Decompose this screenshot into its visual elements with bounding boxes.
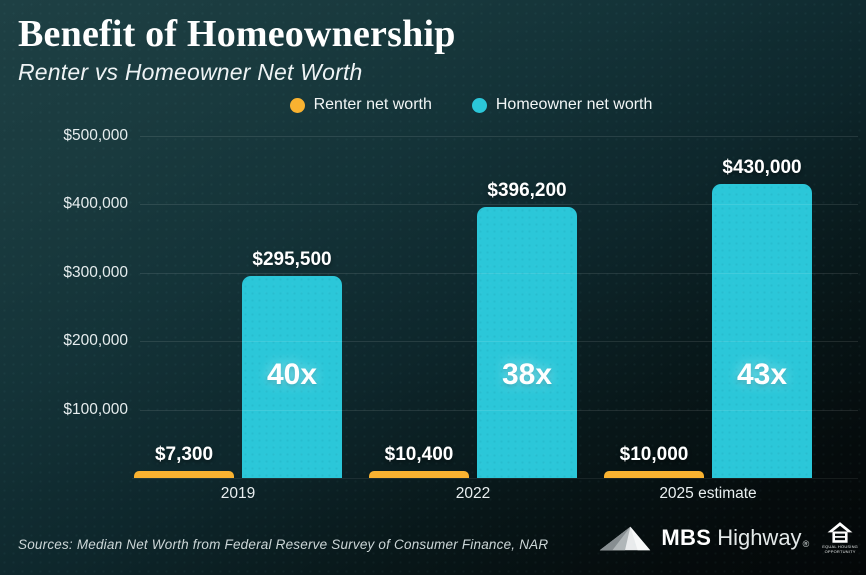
brand-mbs: MBS xyxy=(661,525,712,550)
legend-item: Renter net worth xyxy=(289,96,432,114)
page-title: Benefit of Homeownership xyxy=(18,13,456,55)
brand-highway: Highway xyxy=(717,525,802,550)
legend-label: Renter net worth xyxy=(313,96,432,113)
legend-dot-icon xyxy=(471,97,487,113)
header: Benefit of Homeownership Renter vs Homeo… xyxy=(18,13,456,86)
equal-housing-logo: EQUAL HOUSING OPPORTUNITY xyxy=(822,522,858,554)
renter-bar xyxy=(369,470,469,478)
y-axis-tick-label: $500,000 xyxy=(63,127,128,144)
bar-group: $7,300 40x $295,500 2019 xyxy=(134,136,342,502)
legend-dot-icon xyxy=(289,97,305,113)
y-axis-tick-label: $200,000 xyxy=(63,332,128,350)
homeowner-bar: 43x xyxy=(712,183,812,478)
subtitle: Renter vs Homeowner Net Worth xyxy=(18,58,363,85)
bar-group: $10,000 43x $430,000 2025 estimate xyxy=(604,136,812,502)
renter-column: $7,300 xyxy=(134,136,234,478)
renter-value-label: $10,400 xyxy=(384,443,454,465)
homeowner-value-label: $295,500 xyxy=(252,248,332,270)
legend-label: Homeowner net worth xyxy=(495,96,653,113)
renter-bar xyxy=(134,471,234,478)
x-axis-category-label: 2022 xyxy=(455,485,491,502)
gridline xyxy=(140,204,858,206)
legend-item: Homeowner net worth xyxy=(471,96,653,114)
homeowner-column: 43x $430,000 xyxy=(712,136,812,478)
homeowner-column: 40x $295,500 xyxy=(242,136,342,478)
equal-housing-text-line2: OPPORTUNITY xyxy=(824,549,856,554)
homeowner-column: 38x $396,200 xyxy=(477,136,577,478)
renter-column: $10,400 xyxy=(369,136,469,478)
bars-area: $7,300 40x $295,500 2019 $10,400 38x $396,200 2… xyxy=(134,136,812,502)
gridline xyxy=(140,341,858,343)
homeowner-value-label: $430,000 xyxy=(722,156,802,178)
gridline xyxy=(140,272,858,274)
gridline xyxy=(140,136,858,137)
x-axis-category-label: 2025 estimate xyxy=(659,485,757,502)
homeowner-bar: 38x xyxy=(477,207,577,478)
multiplier-label: 43x xyxy=(736,358,788,391)
x-axis-baseline xyxy=(132,478,858,479)
legend: Renter net worth Homeowner net worth xyxy=(0,96,866,114)
y-axis-tick-label: $100,000 xyxy=(63,400,128,418)
multiplier-label: 38x xyxy=(501,358,553,391)
mountain-logo-icon xyxy=(600,526,651,550)
homeowner-bar: 40x xyxy=(242,275,342,478)
equal-housing-text-line1: EQUAL HOUSING xyxy=(822,544,858,549)
registered-trademark-icon: ® xyxy=(802,538,810,549)
mbs-highway-logo: MBS Highway ® EQUAL HOUSING OPPORTUNITY xyxy=(598,522,858,554)
gridline xyxy=(140,409,858,411)
equal-housing-house-icon xyxy=(827,522,853,543)
renter-value-label: $7,300 xyxy=(154,444,214,465)
brand-wordmark: MBS Highway ® xyxy=(661,525,809,551)
net-worth-bar-chart: $7,300 40x $295,500 2019 $10,400 38x $396,200 2… xyxy=(132,136,858,502)
multiplier-label: 40x xyxy=(266,358,318,391)
y-axis-tick-label: $400,000 xyxy=(63,195,128,213)
renter-column: $10,000 xyxy=(604,136,704,478)
renter-value-label: $10,000 xyxy=(619,444,689,465)
homeowner-value-label: $396,200 xyxy=(487,180,567,201)
sources-note: Sources: Median Net Worth from Federal R… xyxy=(18,537,549,552)
y-axis: $500,000 $400,000 $300,000 $200,000 $100,000 xyxy=(0,127,128,478)
renter-bar xyxy=(604,471,704,478)
y-axis-tick-label: $300,000 xyxy=(63,263,128,281)
bar-group: $10,400 38x $396,200 2022 xyxy=(369,136,577,502)
x-axis-category-label: 2019 xyxy=(220,485,256,502)
